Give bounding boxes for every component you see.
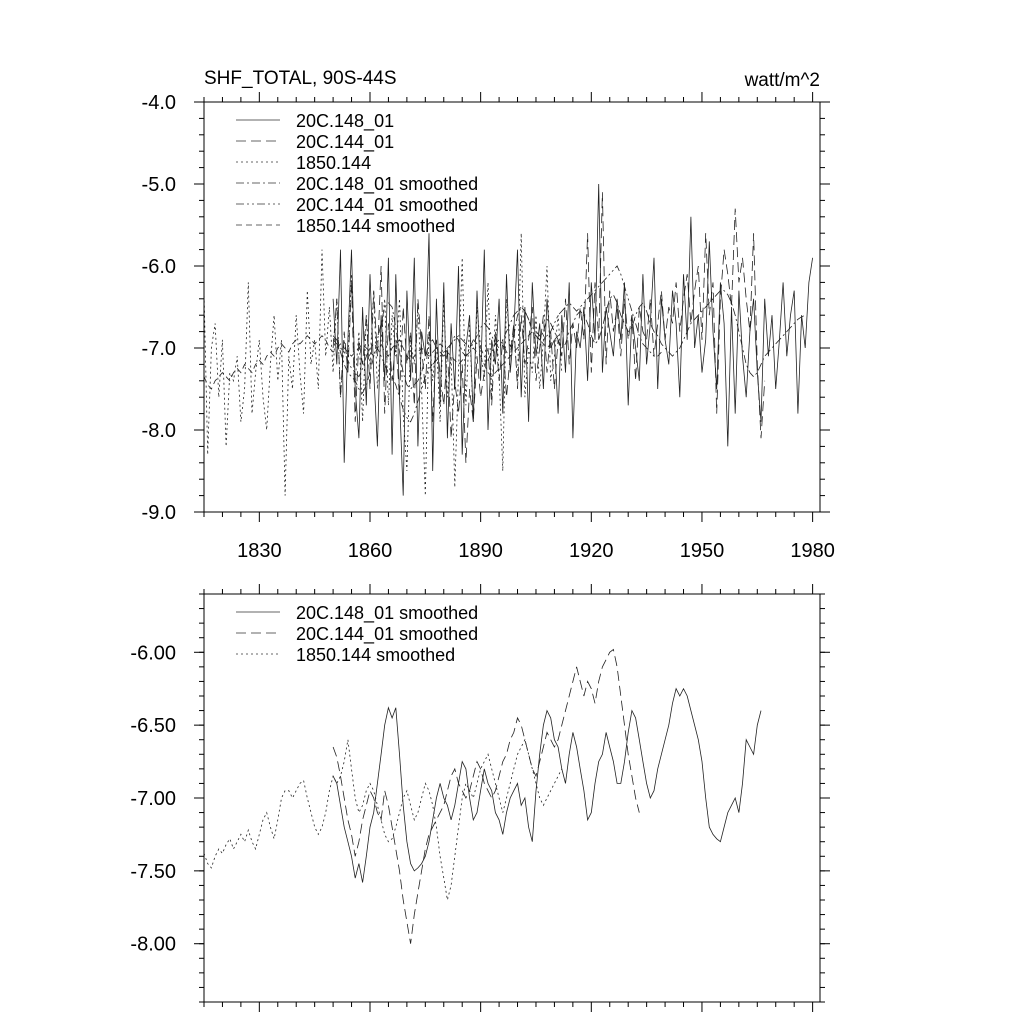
bottom-ytick-label: -7.00 [130,788,176,810]
top-xtick-label: 1830 [237,540,282,562]
top-series-1850-144-smoothed [203,331,563,390]
bottom-ytick-label: -8.00 [130,934,176,956]
top-ytick-label: -7.0 [142,338,176,360]
bottom-ytick-label: -7.50 [130,861,176,883]
bottom-series-20c-148-01-smoothed [332,687,762,883]
top-ticks: 1830 1860 1890 1920 1950 1980 -4.0 -5.0 -6.0 -7.0… [142,92,835,562]
bottom-legend-label: 20C.148_01 smoothed [296,603,478,624]
bottom-legend-label: 1850.144 smoothed [296,645,455,665]
top-series-group [203,183,813,496]
top-legend-label: 1850.144 smoothed [296,216,455,236]
chart-title: SHF_TOTAL, 90S-44S [204,68,397,89]
bottom-ticks: -6.00 -6.50 -7.00 -7.50 -8.00 [130,584,830,1012]
bottom-ytick-label: -6.00 [130,642,176,664]
top-legend-label: 20C.144_01 smoothed [296,195,478,216]
top-ytick-label: -5.0 [142,174,176,196]
top-series-1850-144 [203,233,563,496]
top-plot-frame [203,101,821,513]
top-ytick-label: -4.0 [142,92,176,114]
top-xtick-label: 1980 [790,540,835,562]
top-ytick-label: -9.0 [142,502,176,524]
bottom-ytick-label: -6.50 [130,715,176,737]
top-chart: SHF_TOTAL, 90S-44S watt/m^2 1830 1860 1890… [142,68,835,562]
units-label: watt/m^2 [744,70,820,91]
top-xtick-label: 1920 [569,540,614,562]
top-ytick-label: -6.0 [142,256,176,278]
top-series-20c-148-01 [332,183,813,496]
top-xtick-label: 1860 [348,540,393,562]
top-series-20c-144-01-smoothed [332,265,662,423]
top-xtick-label: 1950 [680,540,725,562]
top-xtick-label: 1890 [458,540,503,562]
bottom-chart: -6.00 -6.50 -7.00 -7.50 -8.00 20C.148_01 smo… [130,584,830,1012]
bottom-series-20c-144-01-smoothed [332,648,640,944]
top-legend-label: 1850.144 [296,153,371,173]
top-ytick-label: -8.0 [142,420,176,442]
top-series-20c-148-01-smoothed [332,290,806,394]
bottom-series-group [203,648,762,944]
bottom-series-1850-144-smoothed [203,738,563,901]
top-legend-label: 20C.148_01 [296,111,394,132]
top-legend-label: 20C.144_01 [296,132,394,153]
bottom-legend-label: 20C.144_01 smoothed [296,624,478,645]
top-legend-label: 20C.148_01 smoothed [296,174,478,195]
